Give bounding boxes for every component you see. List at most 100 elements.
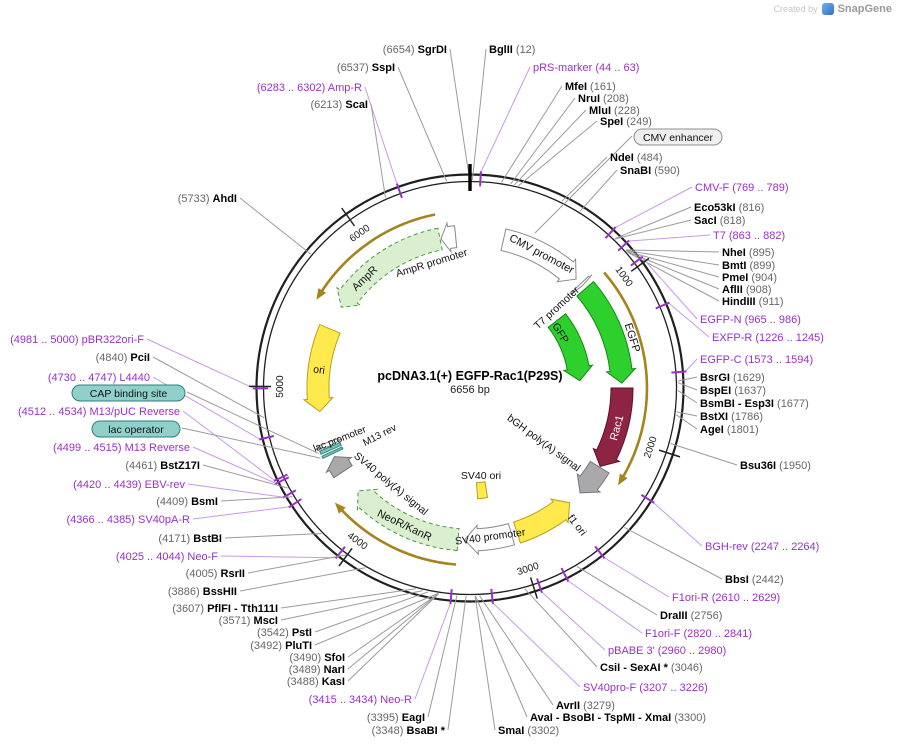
site-label-neo-f[interactable]: (4025 .. 4044) Neo-F <box>116 551 218 563</box>
site-label-nari[interactable]: (3489) NarI <box>289 664 345 676</box>
site-label-sspi[interactable]: (6537) SspI <box>337 62 395 74</box>
site-label-rsrii[interactable]: (4005) RsrII <box>186 568 245 580</box>
site-label-bmti[interactable]: BmtI (899) <box>722 260 775 272</box>
feature-rac1[interactable] <box>592 387 634 467</box>
site-label-bsmbi-esp3i[interactable]: BsmBI - Esp3I (1677) <box>700 398 809 410</box>
leader-bspei <box>677 382 698 391</box>
feature-label-sv40-ori[interactable]: SV40 ori <box>461 470 501 482</box>
site-label-cmv-f[interactable]: CMV-F (769 .. 789) <box>695 182 789 194</box>
site-label-snabi[interactable]: SnaBI (590) <box>620 165 680 177</box>
site-label-avai-bsobi-tspmi-xmai[interactable]: AvaI - BsoBI - TspMI - XmaI (3300) <box>530 712 706 724</box>
site-label-pbr322ori-f[interactable]: (4981 .. 5000) pBR322ori-F <box>10 334 144 346</box>
site-label-m13-puc-reverse[interactable]: (4512 .. 4534) M13/pUC Reverse <box>18 406 180 418</box>
site-label-bsshii[interactable]: (3886) BssHII <box>168 586 237 598</box>
feature-pill-lac-operator[interactable] <box>91 420 181 438</box>
site-label-egfp-c[interactable]: EGFP-C (1573 .. 1594) <box>700 354 813 366</box>
site-label-f1ori-r[interactable]: F1ori-R (2610 .. 2629) <box>672 592 780 604</box>
site-label-exfp-r[interactable]: EXFP-R (1226 .. 1245) <box>712 332 824 344</box>
feature-t7-promoter[interactable] <box>570 274 593 295</box>
orf-arrowhead-0 <box>618 473 628 486</box>
site-label-bgh-rev[interactable]: BGH-rev (2247 .. 2264) <box>705 541 819 553</box>
feature-lac-promoter[interactable] <box>315 437 343 450</box>
site-label-nrui[interactable]: NruI (208) <box>578 93 629 105</box>
site-label-eco53ki[interactable]: Eco53kI (816) <box>694 202 764 214</box>
leader-ndei <box>561 156 608 202</box>
site-label-bsmi[interactable]: (4409) BsmI <box>156 496 218 508</box>
feature-ampr-promoter[interactable] <box>440 221 458 254</box>
feature-gfp[interactable] <box>547 313 594 382</box>
feature-label-m13-rev[interactable]: M13 rev <box>361 423 398 449</box>
site-label-m13-reverse[interactable]: (4499 .. 4515) M13 Reverse <box>53 442 190 454</box>
site-label-cmv-enhancer[interactable]: CMV enhancer <box>643 132 714 144</box>
site-label-bglii[interactable]: BglII (12) <box>489 44 535 56</box>
feature-pill-cap-binding-site[interactable] <box>71 384 186 402</box>
site-label-hindiii[interactable]: HindIII (911) <box>722 296 784 308</box>
feature-label-bgh-poly-a-signal[interactable]: bGH poly(A) signal <box>505 412 583 474</box>
site-label-neo-r[interactable]: (3415 .. 3434) Neo-R <box>309 694 412 706</box>
site-label-l4440[interactable]: (4730 .. 4747) L4440 <box>48 372 150 384</box>
site-label-pmei[interactable]: PmeI (904) <box>722 272 777 284</box>
site-label-pluti[interactable]: (3492) PluTI <box>250 640 312 652</box>
feature-ampr[interactable] <box>336 227 443 308</box>
feature-label-ori[interactable]: ori <box>313 364 326 377</box>
site-label-amp-r[interactable]: (6283 .. 6302) Amp-R <box>257 82 362 94</box>
site-label-draiii[interactable]: DraIII (2756) <box>660 610 722 622</box>
site-label-mfei[interactable]: MfeI (161) <box>565 81 616 93</box>
site-label-bsu36i[interactable]: Bsu36I (1950) <box>740 460 811 472</box>
site-label-sv40pro-f[interactable]: SV40pro-F (3207 .. 3226) <box>583 682 708 694</box>
site-label-scai[interactable]: (6213) ScaI <box>311 99 369 111</box>
feature-sv40-poly-a-signal[interactable] <box>325 456 354 479</box>
site-label-pbabe-3[interactable]: pBABE 3' (2960 .. 2980) <box>608 645 726 657</box>
site-label-bstbi[interactable]: (4171) BstBI <box>158 533 222 545</box>
feature-f1-ori[interactable] <box>512 498 571 544</box>
site-label-aflii[interactable]: AflII (908) <box>722 284 772 296</box>
feature-pill-cmv-enhancer[interactable] <box>633 128 723 146</box>
site-label-avrii[interactable]: AvrII (3279) <box>556 700 615 712</box>
orf-arrowhead-2 <box>316 288 326 300</box>
site-label-kasi[interactable]: (3488) KasI <box>287 676 345 688</box>
site-label-saci[interactable]: SacI (818) <box>694 215 745 227</box>
site-label-smai[interactable]: SmaI (3302) <box>498 725 559 737</box>
site-label-spei[interactable]: SpeI (249) <box>600 116 652 128</box>
site-label-mlui[interactable]: MluI (228) <box>589 105 640 117</box>
feature-neor-kanr[interactable] <box>356 488 460 552</box>
feature-egfp[interactable] <box>576 280 637 384</box>
feature-lac-operator[interactable] <box>321 446 344 460</box>
feature-cap-binding-site[interactable] <box>319 442 342 455</box>
primer-tick-egfp-n <box>630 255 644 267</box>
site-label-lac-operator[interactable]: lac operator <box>108 424 164 436</box>
site-label-sgrdi[interactable]: (6654) SgrDI <box>383 44 447 56</box>
site-label-egfp-n[interactable]: EGFP-N (965 .. 986) <box>700 314 801 326</box>
feature-bgh-poly-a-signal[interactable] <box>576 460 610 494</box>
site-label-psti[interactable]: (3542) PstI <box>257 627 312 639</box>
feature-sv40-ori[interactable] <box>475 481 489 500</box>
site-label-f1ori-f[interactable]: F1ori-F (2820 .. 2841) <box>645 628 752 640</box>
site-label-bspei[interactable]: BspEI (1637) <box>700 385 766 397</box>
site-label-bsabi[interactable]: (3348) BsaBI * <box>372 725 446 737</box>
site-label-pflfi-tth111i[interactable]: (3607) PflFI - Tth111I <box>172 603 278 615</box>
scale-label-2000: 2000 <box>642 435 660 460</box>
site-label-cap-binding-site[interactable]: CAP binding site <box>90 388 168 400</box>
site-label-agei[interactable]: AgeI (1801) <box>700 424 759 436</box>
feature-cmv-promoter[interactable] <box>500 228 577 283</box>
site-label-ndei[interactable]: NdeI (484) <box>610 152 663 164</box>
site-label-bbsi[interactable]: BbsI (2442) <box>725 574 784 586</box>
site-label-msci[interactable]: (3571) MscI <box>219 615 278 627</box>
site-label-ebv-rev[interactable]: (4420 .. 4439) EBV-rev <box>73 479 185 491</box>
site-label-eagi[interactable]: (3395) EagI <box>367 712 425 724</box>
feature-ori[interactable] <box>302 323 341 413</box>
site-label-bstxi[interactable]: BstXI (1786) <box>700 411 763 423</box>
site-label-csii-sexai[interactable]: CsiI - SexAI * (3046) <box>600 662 703 674</box>
site-label-prs-marker[interactable]: pRS-marker (44 .. 63) <box>533 62 639 74</box>
feature-label-f1-ori[interactable]: f1 ori <box>565 513 589 539</box>
site-label-sv40pa-r[interactable]: (4366 .. 4385) SV40pA-R <box>66 514 190 526</box>
primer-tick-t7 <box>617 239 630 252</box>
site-label-nhei[interactable]: NheI (895) <box>722 247 775 259</box>
site-label-t7[interactable]: T7 (863 .. 882) <box>713 230 785 242</box>
site-label-bsrgi[interactable]: BsrGI (1629) <box>700 372 765 384</box>
site-label-bstz17i[interactable]: (4461) BstZ17I <box>125 460 200 472</box>
site-label-pcii[interactable]: (4840) PciI <box>96 352 150 364</box>
site-label-sfoi[interactable]: (3490) SfoI <box>289 652 345 664</box>
feature-sv40-promoter[interactable] <box>464 522 516 556</box>
site-label-ahdi[interactable]: (5733) AhdI <box>178 193 237 205</box>
